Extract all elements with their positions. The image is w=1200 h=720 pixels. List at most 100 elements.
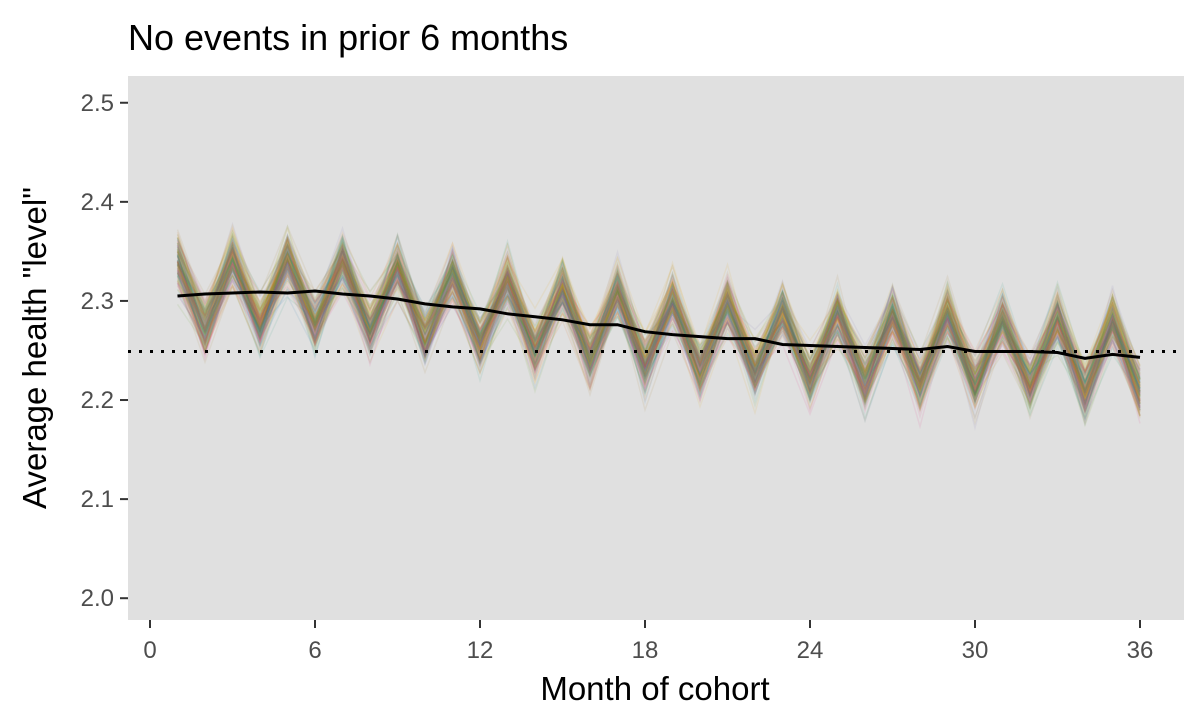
- simulation-line: [176, 267, 1141, 404]
- simulation-line: [176, 256, 1141, 412]
- x-axis: 0 6 12 18 24 30 36: [143, 620, 1153, 664]
- simulation-line: [176, 267, 1141, 424]
- x-tick-label: 0: [143, 637, 156, 664]
- simulation-line: [176, 228, 1141, 390]
- simulation-line: [176, 253, 1141, 412]
- simulation-line: [176, 229, 1141, 402]
- simulation-line: [176, 246, 1141, 400]
- simulation-line: [176, 248, 1141, 400]
- simulation-line: [176, 247, 1141, 394]
- simulation-line: [176, 265, 1141, 417]
- simulation-line: [176, 263, 1141, 431]
- simulation-line: [176, 251, 1141, 397]
- simulation-line: [176, 236, 1141, 402]
- simulation-line: [176, 237, 1141, 387]
- simulation-line: [176, 245, 1141, 400]
- simulation-line: [176, 250, 1141, 402]
- y-tick-label: 2.5: [81, 90, 114, 117]
- simulation-line: [176, 274, 1141, 421]
- simulation-line: [176, 230, 1141, 410]
- simulation-line: [176, 243, 1141, 391]
- simulation-line: [176, 224, 1141, 393]
- x-tick-label: 12: [467, 637, 494, 664]
- simulation-line: [176, 246, 1141, 405]
- simulation-line: [176, 233, 1141, 398]
- simulation-line: [176, 229, 1141, 379]
- y-tick-label: 2.1: [81, 486, 114, 513]
- simulation-line: [176, 238, 1141, 407]
- simulation-line: [176, 257, 1141, 409]
- simulation-lines: [176, 221, 1141, 431]
- simulation-line: [176, 265, 1141, 409]
- simulation-line: [176, 248, 1141, 405]
- simulation-line: [176, 240, 1141, 408]
- simulation-line: [176, 255, 1141, 415]
- simulation-line: [176, 250, 1141, 406]
- simulation-line: [176, 251, 1141, 415]
- simulation-line: [176, 231, 1141, 373]
- simulation-line: [176, 257, 1141, 398]
- simulation-line: [176, 233, 1141, 382]
- simulation-line: [176, 266, 1141, 420]
- simulation-line: [176, 236, 1141, 396]
- simulation-line: [176, 235, 1141, 399]
- simulation-line: [176, 245, 1141, 408]
- simulation-line: [176, 257, 1141, 421]
- simulation-line: [176, 250, 1141, 411]
- simulation-line: [176, 237, 1141, 395]
- simulation-line: [176, 248, 1141, 394]
- simulation-line: [176, 245, 1141, 390]
- simulation-line: [176, 223, 1141, 384]
- simulation-line: [176, 238, 1141, 407]
- simulation-line: [176, 241, 1141, 395]
- simulation-line: [176, 239, 1141, 395]
- simulation-line: [176, 246, 1141, 412]
- simulation-line: [176, 226, 1141, 401]
- simulation-line: [176, 245, 1141, 400]
- simulation-line: [176, 238, 1141, 407]
- simulation-line: [176, 235, 1141, 390]
- simulation-line: [176, 261, 1141, 427]
- simulation-line: [176, 259, 1141, 411]
- simulation-line: [176, 236, 1141, 406]
- simulation-line: [176, 239, 1141, 398]
- simulation-line: [176, 247, 1141, 404]
- simulation-line: [176, 230, 1141, 377]
- simulation-line: [176, 247, 1141, 414]
- simulation-line: [176, 242, 1141, 409]
- simulation-line: [176, 251, 1141, 402]
- simulation-line: [176, 237, 1141, 399]
- simulation-line: [176, 257, 1141, 424]
- simulation-line: [176, 252, 1141, 403]
- chart-title: No events in prior 6 months: [128, 17, 568, 58]
- y-tick-label: 2.2: [81, 387, 114, 414]
- simulation-line: [176, 241, 1141, 380]
- simulation-line: [176, 234, 1141, 399]
- mean-series-line: [177, 289, 1141, 360]
- simulation-line: [176, 233, 1141, 400]
- simulation-line: [176, 254, 1141, 399]
- simulation-line: [176, 246, 1141, 402]
- simulation-line: [176, 233, 1141, 396]
- simulation-line: [176, 253, 1141, 411]
- simulation-line: [176, 241, 1141, 409]
- simulation-line: [176, 239, 1141, 406]
- y-axis: 2.0 2.1 2.2 2.3 2.4 2.5: [81, 90, 128, 612]
- simulation-line: [176, 248, 1141, 411]
- x-tick-label: 6: [308, 637, 321, 664]
- simulation-line: [176, 241, 1141, 401]
- simulation-line: [176, 237, 1141, 407]
- x-tick-label: 18: [632, 637, 659, 664]
- simulation-line: [176, 233, 1141, 415]
- simulation-line: [176, 254, 1141, 411]
- simulation-line: [176, 234, 1141, 400]
- simulation-line: [176, 246, 1141, 401]
- plot-panel: [128, 76, 1184, 620]
- simulation-line: [176, 243, 1141, 405]
- simulation-line: [176, 256, 1141, 401]
- simulation-line: [176, 246, 1141, 390]
- simulation-line: [176, 246, 1141, 396]
- simulation-line: [176, 255, 1141, 404]
- simulation-line: [176, 243, 1141, 406]
